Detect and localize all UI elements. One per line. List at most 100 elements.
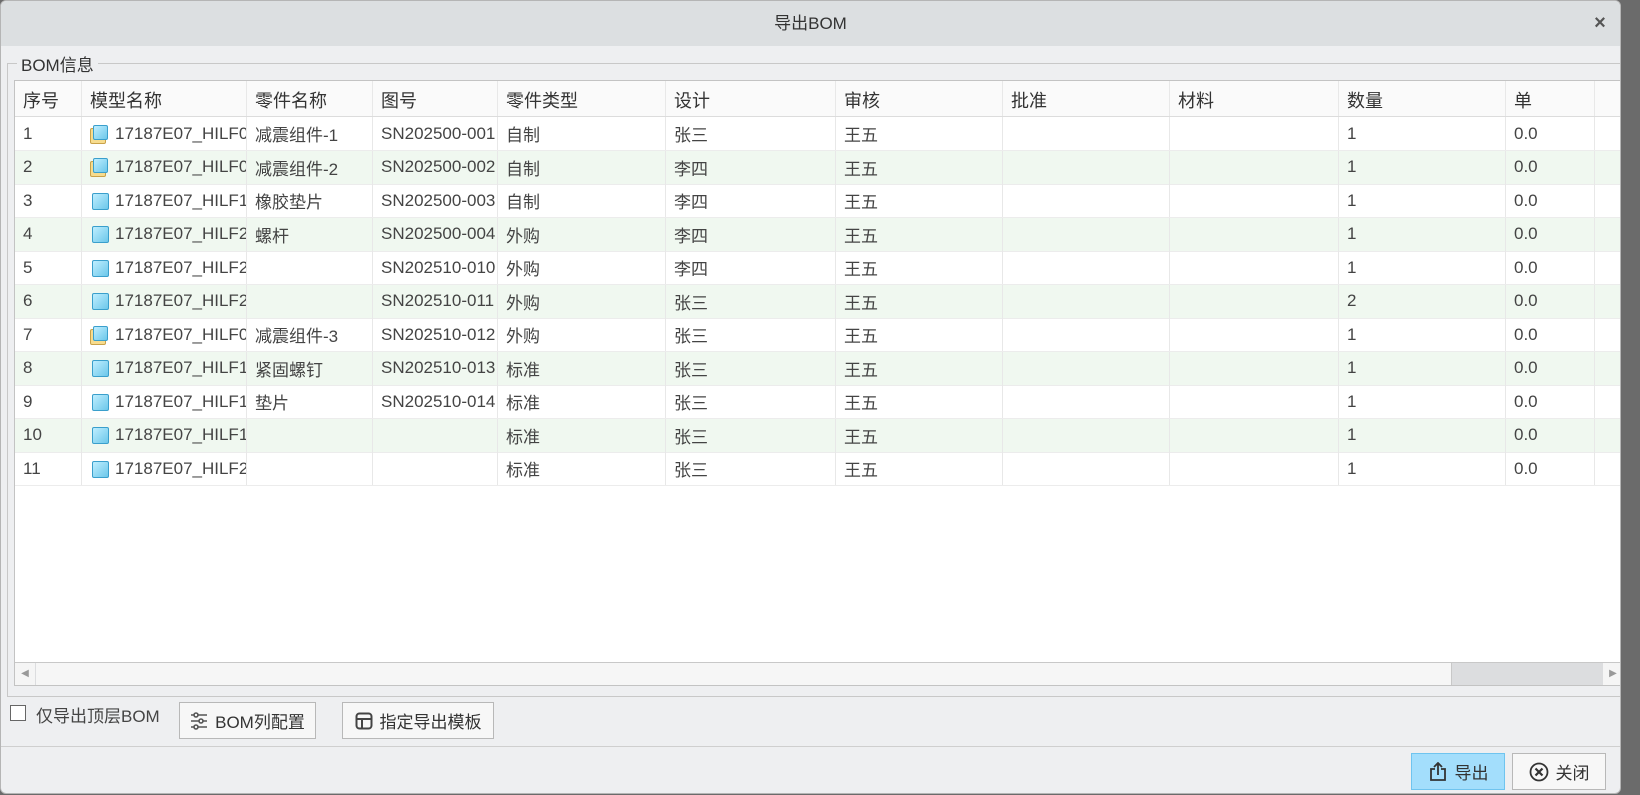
bom-table: 序号 模型名称 零件名称 图号 零件类型 设计 审核 批准 材料 数量单 1 17187E07_HI… bbox=[14, 80, 1620, 686]
column-header-unit[interactable]: 单 bbox=[1506, 81, 1595, 116]
cell-unit: 0.0 bbox=[1506, 452, 1595, 485]
cell-material bbox=[1170, 318, 1339, 351]
cell-unit: 0.0 bbox=[1506, 184, 1595, 217]
top-level-only-checkbox[interactable] bbox=[10, 705, 26, 721]
column-header-material[interactable]: 材料 bbox=[1170, 81, 1339, 116]
cell-index: 8 bbox=[15, 351, 82, 385]
part-icon bbox=[90, 392, 110, 412]
cell-index: 4 bbox=[15, 217, 82, 251]
bom-column-config-button[interactable]: BOM列配置 bbox=[179, 702, 316, 739]
cell-material bbox=[1170, 351, 1339, 385]
cell-unit: 0.0 bbox=[1506, 284, 1595, 318]
cell-material bbox=[1170, 284, 1339, 318]
cell-index: 2 bbox=[15, 150, 82, 184]
cell-designer: 张三 bbox=[666, 452, 836, 485]
cell-approver bbox=[1003, 318, 1170, 351]
cell-part-name: 减震组件-3 bbox=[247, 318, 373, 351]
cell-drawing-no bbox=[373, 418, 498, 452]
column-header-quantity[interactable]: 数量 bbox=[1339, 81, 1506, 116]
cell-reviewer: 王五 bbox=[836, 418, 1003, 452]
assembly-icon bbox=[90, 157, 110, 177]
cell-designer: 张三 bbox=[666, 385, 836, 418]
table-row[interactable]: 3 17187E07_HILF13.PRT橡胶垫片SN202500-003自制李四… bbox=[15, 184, 1620, 218]
cell-reviewer: 王五 bbox=[836, 150, 1003, 184]
cell-drawing-no: SN202500-003 bbox=[373, 184, 498, 217]
cell-quantity: 1 bbox=[1339, 418, 1506, 452]
model-name-text: 17187E07_HILF12.PRT bbox=[115, 425, 247, 444]
part-icon bbox=[90, 224, 110, 244]
model-name-text: 17187E07_HILF27.PRT bbox=[115, 458, 247, 478]
cell-drawing-no: SN202500-004 bbox=[373, 217, 498, 251]
close-button[interactable]: 关闭 bbox=[1512, 753, 1606, 790]
model-name-text: 17187E07_HILF20.PRT bbox=[115, 224, 247, 243]
table-row[interactable]: 9 17187E07_HILF11.PRT垫片SN202510-014标准张三王五… bbox=[15, 385, 1620, 419]
cell-quantity: 1 bbox=[1339, 318, 1506, 351]
cell-part-type: 标准 bbox=[498, 385, 666, 418]
cell-quantity: 1 bbox=[1339, 150, 1506, 184]
cell-model-name: 17187E07_HILF03.ASM bbox=[82, 150, 247, 184]
table-row[interactable]: 8 17187E07_HILF14.PRT紧固螺钉SN202510-013标准张三… bbox=[15, 351, 1620, 386]
cell-index: 11 bbox=[15, 452, 82, 485]
cell-designer: 李四 bbox=[666, 184, 836, 217]
cell-part-name: 减震组件-2 bbox=[247, 150, 373, 184]
cell-designer: 张三 bbox=[666, 418, 836, 452]
cell-model-name: 17187E07_HILF21.PRT bbox=[82, 251, 247, 284]
cell-reviewer: 王五 bbox=[836, 251, 1003, 284]
close-circle-icon bbox=[1529, 762, 1549, 782]
table-row[interactable]: 2 17187E07_HILF03.ASM减震组件-2SN202500-002自制… bbox=[15, 150, 1620, 185]
column-header-designer[interactable]: 设计 bbox=[666, 81, 836, 116]
cell-part-type: 外购 bbox=[498, 251, 666, 284]
cell-part-name bbox=[247, 251, 373, 284]
cell-designer: 李四 bbox=[666, 251, 836, 284]
column-header-part-name[interactable]: 零件名称 bbox=[247, 81, 373, 116]
cell-drawing-no: SN202510-011 bbox=[373, 284, 498, 318]
cell-part-name: 垫片 bbox=[247, 385, 373, 418]
part-icon bbox=[90, 425, 110, 445]
horizontal-scrollbar[interactable]: ◀ ▶ bbox=[15, 662, 1620, 685]
part-icon bbox=[90, 459, 110, 479]
table-row[interactable]: 1 17187E07_HILF08.ASM减震组件-1SN202500-001自制… bbox=[15, 117, 1620, 151]
export-button[interactable]: 导出 bbox=[1411, 753, 1505, 790]
cell-part-type: 外购 bbox=[498, 318, 666, 351]
cell-approver bbox=[1003, 117, 1170, 150]
cell-index: 7 bbox=[15, 318, 82, 351]
cell-index: 5 bbox=[15, 251, 82, 284]
cell-quantity: 1 bbox=[1339, 251, 1506, 284]
cell-part-type: 自制 bbox=[498, 184, 666, 217]
column-header-index[interactable]: 序号 bbox=[15, 81, 82, 116]
group-label: BOM信息 bbox=[17, 51, 98, 76]
column-header-approver[interactable]: 批准 bbox=[1003, 81, 1170, 116]
cell-part-name bbox=[247, 452, 373, 485]
cell-unit: 0.0 bbox=[1506, 150, 1595, 184]
scrollbar-thumb[interactable] bbox=[36, 663, 1452, 685]
cell-quantity: 1 bbox=[1339, 351, 1506, 385]
column-header-drawing-no[interactable]: 图号 bbox=[373, 81, 498, 116]
cell-approver bbox=[1003, 351, 1170, 385]
cell-approver bbox=[1003, 184, 1170, 217]
scroll-left-icon[interactable]: ◀ bbox=[15, 663, 35, 685]
cell-index: 10 bbox=[15, 418, 82, 452]
table-row[interactable]: 7 17187E07_HILF04.ASM减震组件-3SN202510-012外购… bbox=[15, 318, 1620, 352]
column-header-model-name[interactable]: 模型名称 bbox=[82, 81, 247, 116]
assembly-icon bbox=[90, 124, 110, 144]
cell-drawing-no bbox=[373, 452, 498, 485]
cell-part-type: 标准 bbox=[498, 452, 666, 485]
specify-template-button[interactable]: 指定导出模板 bbox=[342, 702, 494, 739]
close-icon[interactable]: × bbox=[1594, 12, 1606, 34]
column-header-part-type[interactable]: 零件类型 bbox=[498, 81, 666, 116]
column-header-reviewer[interactable]: 审核 bbox=[836, 81, 1003, 116]
cell-part-name: 减震组件-1 bbox=[247, 117, 373, 150]
cell-part-name: 螺杆 bbox=[247, 217, 373, 251]
cell-designer: 张三 bbox=[666, 318, 836, 351]
cell-approver bbox=[1003, 452, 1170, 485]
cell-unit: 0.0 bbox=[1506, 251, 1595, 284]
export-icon bbox=[1428, 761, 1448, 782]
cell-model-name: 17187E07_HILF14.PRT bbox=[82, 351, 247, 385]
cell-reviewer: 王五 bbox=[836, 452, 1003, 485]
scroll-right-icon[interactable]: ▶ bbox=[1603, 663, 1620, 685]
table-row[interactable]: 4 17187E07_HILF20.PRT螺杆SN202500-004外购李四王五… bbox=[15, 217, 1620, 252]
